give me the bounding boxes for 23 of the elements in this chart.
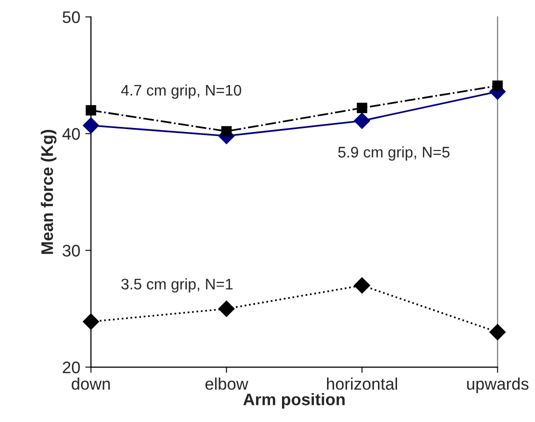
series-label: 5.9 cm grip, N=5 [338, 146, 450, 161]
point [492, 80, 503, 91]
point [82, 314, 100, 330]
y-tick-label: 40 [62, 128, 80, 140]
point [221, 126, 232, 137]
y-tick-label: 20 [62, 362, 80, 374]
point [356, 102, 368, 114]
point [489, 324, 506, 340]
series-label: 3.5 cm grip, N=1 [121, 278, 233, 293]
x-tick-label: down [72, 378, 110, 390]
point [354, 112, 370, 129]
x-tick-label: horizontal [327, 378, 398, 390]
point [82, 117, 100, 134]
x-tick-label: elbow [205, 378, 248, 390]
y-tick-label: 30 [62, 244, 80, 257]
x-tick-label: upwards [467, 378, 528, 394]
point [86, 105, 96, 116]
point [218, 300, 235, 317]
point [354, 277, 370, 294]
y-tick-label: 50 [62, 11, 80, 24]
x-axis-title: Arm position [243, 393, 345, 409]
series-label: 4.7 cm grip, N=10 [121, 84, 242, 99]
y-axis-title: Mean force (Kg) [40, 130, 56, 254]
